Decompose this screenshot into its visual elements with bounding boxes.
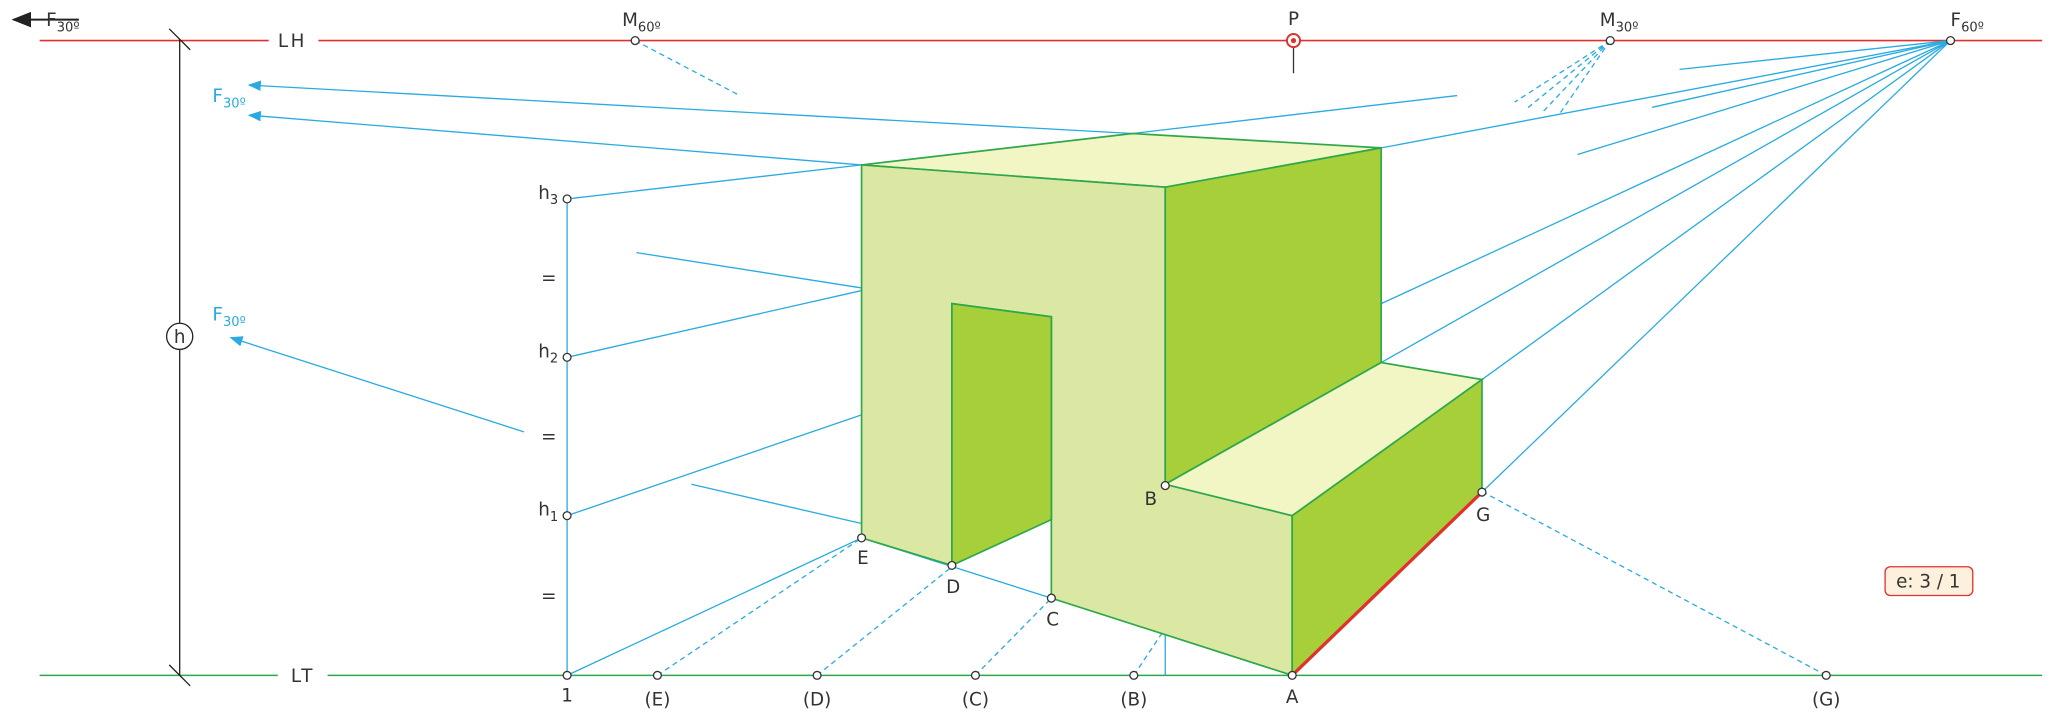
label: (D) <box>803 689 831 710</box>
label: F30º <box>212 305 245 330</box>
label-part: 60º <box>638 20 661 35</box>
label: G <box>1476 505 1490 526</box>
label-part: F <box>212 86 223 107</box>
label: (C) <box>962 689 989 710</box>
label: F30º <box>212 86 245 111</box>
label: LH <box>278 31 307 52</box>
label-part: 60º <box>1961 20 1984 35</box>
label: M30º <box>1600 10 1639 35</box>
label-part: 30º <box>223 315 246 330</box>
label-part: M <box>1600 10 1616 31</box>
label: D <box>946 577 960 598</box>
label: = <box>541 586 556 607</box>
label-part: 3 <box>550 193 558 208</box>
label: E <box>857 548 869 569</box>
label-part: 30º <box>57 20 80 35</box>
label: P <box>1288 9 1299 30</box>
label: h2 <box>538 341 558 366</box>
label: = <box>541 268 556 289</box>
label: (G) <box>1812 689 1840 710</box>
labels: F30º LH LT M60º P M30º F60º F30º F30º h … <box>46 9 1984 711</box>
label: LT <box>291 666 315 687</box>
label: (B) <box>1120 689 1147 710</box>
points <box>562 33 1956 680</box>
label: B <box>1145 489 1158 510</box>
solid <box>860 132 1485 678</box>
label: h <box>174 327 186 348</box>
scale-label: e: 3 / 1 <box>1896 572 1960 593</box>
label: h3 <box>538 183 558 208</box>
label: (E) <box>644 689 670 710</box>
scale-box <box>1884 566 1974 597</box>
label-part: F <box>212 305 223 326</box>
label-part: 30º <box>1616 20 1639 35</box>
label: C <box>1046 610 1059 631</box>
label: h1 <box>538 500 558 525</box>
label: 1 <box>561 686 573 707</box>
label-part: h <box>538 183 550 204</box>
label-part: 2 <box>550 352 558 367</box>
label: F30º <box>46 10 79 35</box>
label: A <box>1286 687 1299 708</box>
label-part: F <box>1951 10 1962 31</box>
label-part: 30º <box>223 96 246 111</box>
label-part: h <box>538 500 550 521</box>
label: = <box>541 426 556 447</box>
label: F60º <box>1951 10 1984 35</box>
label-part: 1 <box>550 510 558 525</box>
label-part: h <box>538 341 550 362</box>
label-part: F <box>46 10 57 31</box>
label-part: M <box>622 10 638 31</box>
label: M60º <box>622 10 661 35</box>
